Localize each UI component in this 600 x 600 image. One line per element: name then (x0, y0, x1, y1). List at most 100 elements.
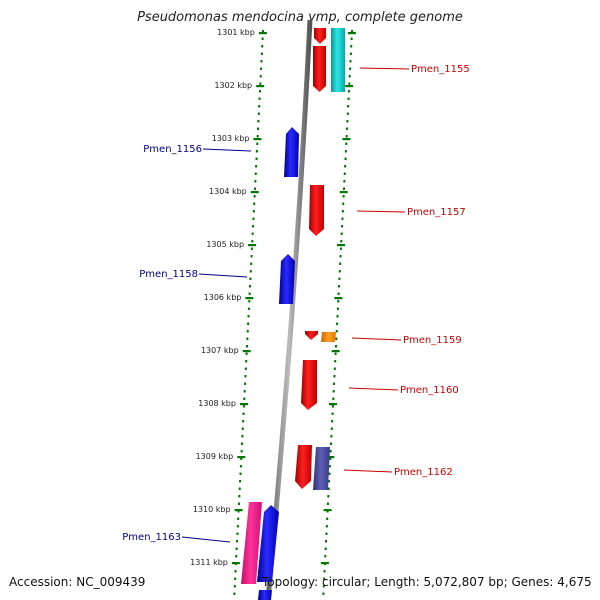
rail-dot (236, 532, 239, 535)
rail-dot (327, 495, 330, 498)
map-title: Pseudomonas mendocina ymp, complete geno… (137, 10, 463, 25)
rail-dot (234, 570, 237, 573)
rail-dot (251, 232, 254, 235)
rail-dot (235, 555, 238, 558)
gene-label[interactable]: Pmen_1163 (122, 532, 181, 543)
rail-dot (244, 382, 247, 385)
tick-label: 1306 kbp (204, 293, 242, 302)
rail-dot (338, 285, 341, 288)
rail-dot (251, 240, 254, 243)
gene-leader-line (181, 536, 231, 543)
gene-arrow (284, 127, 299, 177)
major-tick (323, 509, 332, 512)
gene-label[interactable]: Pmen_1156 (143, 144, 202, 155)
tick-label: 1304 kbp (209, 187, 247, 196)
rail-dot (342, 187, 345, 190)
rail-dot (334, 352, 337, 355)
rail-dot (346, 112, 349, 115)
rail-dot (254, 180, 257, 183)
rail-dot (340, 240, 343, 243)
rail-dot (247, 322, 250, 325)
major-tick (231, 562, 240, 565)
rail-dot (243, 390, 246, 393)
gene-arrow (314, 28, 326, 44)
rail-dot (351, 30, 353, 33)
rail-dot (347, 105, 350, 108)
rail-dot (241, 435, 244, 438)
rail-dot (260, 52, 263, 55)
rail-dot (245, 345, 248, 348)
gene-label[interactable]: Pmen_1162 (394, 467, 453, 478)
rail-dot (328, 480, 331, 483)
rail-dot (242, 405, 245, 408)
rail-dot (343, 172, 346, 175)
rail-dot (234, 577, 237, 580)
tick-label: 1311 kbp (190, 558, 228, 567)
rail-dot (328, 465, 331, 468)
major-tick (337, 244, 346, 247)
rail-dot (350, 37, 353, 40)
gene-leader-line (359, 67, 410, 70)
gene-arrow (301, 360, 317, 410)
gene-label[interactable]: Pmen_1157 (407, 207, 466, 218)
rail-dot (345, 135, 348, 138)
rail-dot (349, 60, 352, 63)
gene-label[interactable]: Pmen_1155 (411, 64, 470, 75)
major-tick (239, 403, 248, 406)
rail-dot (256, 135, 259, 138)
gene-arrow (309, 185, 324, 236)
rail-dot (339, 247, 342, 250)
rail-dot (259, 82, 262, 85)
rail-dot (255, 150, 258, 153)
rail-dot (330, 427, 333, 430)
rail-dot (349, 52, 352, 55)
rail-dot (239, 465, 242, 468)
gene-label[interactable]: Pmen_1158 (139, 269, 198, 280)
gene-arrow (295, 445, 312, 489)
rail-dot (323, 570, 326, 573)
rail-dot (237, 502, 240, 505)
rail-dot (256, 142, 259, 145)
rail-dot (259, 75, 262, 78)
rail-dot (333, 375, 336, 378)
rail-dot (245, 360, 248, 363)
tick-label: 1309 kbp (196, 452, 234, 461)
tick-label: 1307 kbp (201, 346, 239, 355)
gene-leader-line (202, 148, 252, 152)
rail-dot (235, 547, 238, 550)
rail-dot (247, 315, 250, 318)
rail-dot (258, 90, 261, 93)
gene-label[interactable]: Pmen_1160 (400, 385, 459, 396)
rail-dot (343, 180, 346, 183)
rail-dot (336, 315, 339, 318)
rail-dot (253, 195, 256, 198)
rail-dot (341, 217, 344, 220)
rail-dot (326, 510, 329, 513)
rail-dot (233, 592, 236, 595)
rail-dot (253, 202, 256, 205)
rail-dot (334, 360, 337, 363)
major-tick (326, 456, 335, 459)
rail-dot (246, 330, 249, 333)
rail-dot (333, 382, 336, 385)
rail-dot (240, 450, 243, 453)
rail-dot (342, 202, 345, 205)
gene-arrow (258, 590, 272, 600)
rail-dot (258, 97, 261, 100)
major-tick (242, 350, 251, 353)
gene-leader-line (356, 210, 406, 213)
rail-dot (336, 322, 339, 325)
rail-dot (258, 105, 261, 108)
rail-dot (341, 225, 344, 228)
rail-dot (350, 45, 353, 48)
rail-dot (252, 210, 255, 213)
rail-dot (244, 367, 247, 370)
rail-dot (237, 510, 240, 513)
rail-dot (241, 427, 244, 430)
rail-dot (335, 330, 338, 333)
rail-dot (233, 585, 236, 588)
rail-dot (326, 517, 329, 520)
rail-dot (331, 420, 334, 423)
major-tick (237, 456, 246, 459)
gene-label[interactable]: Pmen_1159 (403, 335, 462, 346)
